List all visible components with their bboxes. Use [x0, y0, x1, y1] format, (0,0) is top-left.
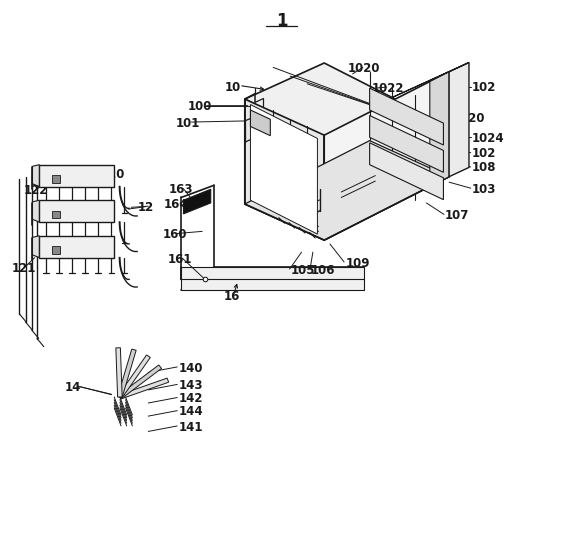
Text: 14: 14 — [65, 381, 81, 393]
Text: 140: 140 — [178, 362, 203, 374]
Text: 1022: 1022 — [372, 82, 405, 95]
Polygon shape — [32, 236, 39, 258]
Polygon shape — [370, 116, 443, 172]
Polygon shape — [32, 200, 39, 222]
Polygon shape — [245, 63, 449, 163]
Text: 1: 1 — [276, 13, 287, 31]
Polygon shape — [39, 200, 114, 222]
Text: 106: 106 — [311, 264, 336, 277]
Polygon shape — [39, 236, 114, 258]
Polygon shape — [118, 349, 136, 398]
Text: 164: 164 — [164, 197, 189, 210]
Polygon shape — [118, 365, 162, 399]
Text: 102: 102 — [472, 147, 496, 160]
Text: 1024: 1024 — [472, 132, 505, 145]
Text: 100: 100 — [188, 100, 212, 113]
Text: 160: 160 — [163, 228, 187, 241]
Text: 121: 121 — [12, 262, 36, 275]
Polygon shape — [52, 210, 60, 218]
Polygon shape — [430, 72, 449, 186]
Polygon shape — [370, 88, 443, 145]
Text: 16: 16 — [224, 290, 240, 304]
Text: 144: 144 — [178, 406, 203, 418]
Polygon shape — [250, 105, 318, 234]
Polygon shape — [116, 348, 122, 397]
Polygon shape — [118, 355, 150, 398]
Polygon shape — [32, 165, 39, 186]
Polygon shape — [250, 110, 270, 136]
Text: 1020: 1020 — [452, 112, 485, 125]
Text: 163: 163 — [168, 184, 193, 196]
Text: 142: 142 — [178, 392, 203, 405]
Polygon shape — [119, 378, 168, 399]
Text: 123: 123 — [47, 164, 72, 176]
Text: 141: 141 — [178, 420, 203, 433]
Polygon shape — [183, 189, 211, 214]
Text: 103: 103 — [472, 183, 496, 196]
Text: 10: 10 — [225, 81, 241, 94]
Polygon shape — [370, 62, 469, 108]
Polygon shape — [181, 267, 364, 290]
Polygon shape — [39, 165, 114, 186]
Polygon shape — [52, 175, 60, 182]
Polygon shape — [324, 72, 449, 240]
Polygon shape — [370, 143, 443, 199]
Polygon shape — [245, 99, 324, 240]
Text: 120: 120 — [101, 168, 125, 181]
Polygon shape — [449, 62, 469, 176]
Text: 101: 101 — [175, 117, 200, 130]
Text: 108: 108 — [472, 162, 496, 174]
Polygon shape — [52, 246, 60, 254]
Text: 102: 102 — [472, 81, 496, 94]
Polygon shape — [245, 141, 449, 240]
Text: 161: 161 — [168, 253, 193, 266]
Text: 143: 143 — [178, 379, 203, 392]
Text: 107: 107 — [445, 209, 469, 222]
Text: 105: 105 — [291, 264, 315, 277]
Text: 1020: 1020 — [348, 62, 381, 75]
Text: 122: 122 — [23, 185, 48, 197]
Text: 109: 109 — [345, 256, 370, 270]
Text: 12: 12 — [138, 201, 154, 214]
